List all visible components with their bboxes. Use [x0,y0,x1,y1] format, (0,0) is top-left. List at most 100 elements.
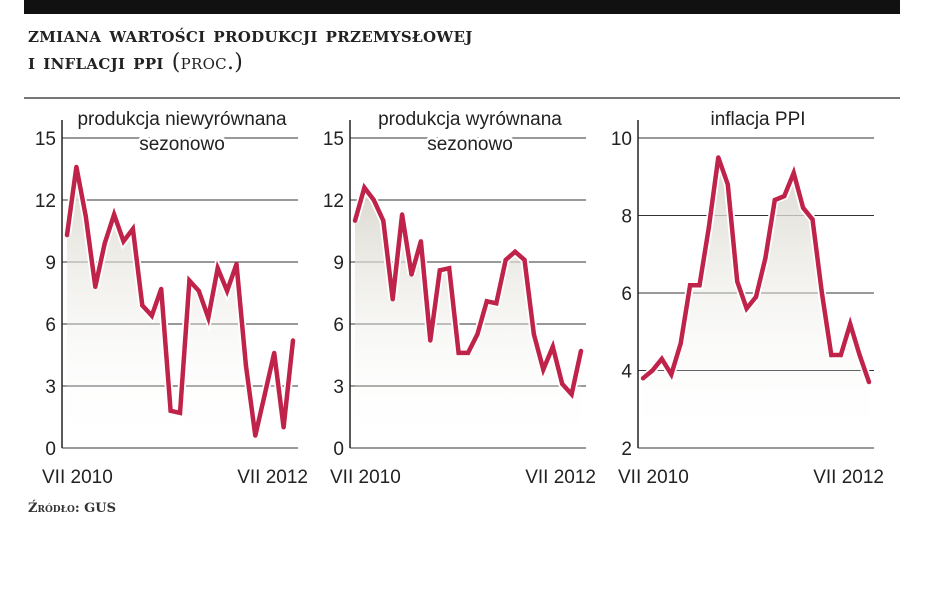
top-bar [24,0,900,14]
data-point [475,332,480,337]
data-point [560,381,565,387]
data-point [725,182,730,187]
y-tick-label: 0 [333,439,344,460]
data-point [848,321,853,327]
data-point [800,205,806,210]
data-point [159,286,164,292]
data-point [531,332,537,337]
data-point [484,299,489,304]
data-point [763,255,768,261]
data-point [503,257,508,263]
y-tick-label: 0 [45,439,56,460]
chart-panel-production-unadjusted: 0 3 6 9 12 15 produkcja niewyrównana sezonowo VI… [35,106,308,488]
data-point [130,226,136,232]
data-point [697,283,702,288]
data-point [437,268,442,273]
data-point [168,408,173,413]
x-tick-label: VII 2010 [42,467,113,488]
title-rule [24,97,900,99]
data-point [206,315,211,320]
data-point [678,341,683,346]
chart-panel-production-adjusted: 0 3 6 9 12 15 produkcja wyrównana sezonowo VII 2… [323,106,596,488]
data-point [550,344,555,349]
source-note: Źródło: GUS [28,501,116,516]
data-point [290,338,296,343]
data-point [772,197,777,203]
y-tick-label: 12 [323,191,344,212]
y-tick-label: 6 [333,315,344,336]
data-point [196,288,201,294]
data-point [83,214,88,219]
y-tick-label: 15 [35,129,56,150]
data-point [224,288,230,294]
x-tick-label: VII 2012 [813,467,884,488]
data-point [569,392,574,397]
y-tick-label: 9 [333,253,344,274]
data-point [149,313,154,318]
data-point [177,410,183,416]
data-point [522,257,527,263]
title-unit: (proc.) [171,50,244,75]
data-point [428,338,433,343]
x-tick-label: VII 2010 [618,467,689,488]
data-point [735,279,740,284]
data-point [253,433,258,438]
data-point [418,239,424,244]
data-point [578,348,584,354]
data-point [838,352,843,358]
data-point [243,363,249,368]
data-point [465,350,471,356]
data-point [659,356,664,362]
data-point [234,261,239,267]
data-point [390,297,395,302]
title-line-1: Zmiana wartości produkcji przemysłowej [28,22,473,48]
x-tick-label: VII 2010 [330,467,401,488]
data-point [857,352,862,358]
y-tick-label: 4 [621,362,632,383]
data-point [753,294,759,300]
panel-title-line: sezonowo [139,134,225,155]
y-tick-label: 9 [45,253,56,274]
data-point [541,367,546,372]
data-point [187,278,192,283]
data-point [409,272,414,277]
chart-panel-ppi-inflation: 2 4 6 8 10 inflacja PPI VII 2010 VII 2012 [611,106,884,488]
x-tick-label: VII 2012 [237,467,308,488]
y-tick-label: 2 [621,439,632,460]
data-point [215,266,220,271]
data-point [140,303,145,308]
panel-title-line: produkcja niewyrównana [77,109,287,130]
title-line-2-text: i inflacji PPI [28,49,164,75]
data-point [399,212,405,217]
data-point [716,155,721,160]
page-title: Zmiana wartości produkcji przemysłowej i… [28,22,473,76]
data-point [744,306,749,311]
title-line-2: i inflacji PPI (proc.) [28,49,473,76]
data-point [74,164,79,170]
data-point [810,217,815,222]
y-tick-label: 8 [621,207,632,228]
data-point [281,425,286,430]
data-point [829,352,834,358]
data-point [111,212,117,217]
data-point [362,185,367,190]
data-point [381,218,386,223]
x-tick-label: VII 2012 [525,467,596,488]
data-point [456,350,461,356]
series-area-fill [67,166,293,448]
data-point [272,350,277,356]
data-point [352,218,358,223]
data-point [512,249,518,254]
y-tick-label: 12 [35,191,56,212]
data-point [687,283,693,288]
y-tick-label: 6 [621,284,632,305]
data-point [64,232,70,238]
y-tick-label: 15 [323,129,344,150]
panel-title-line: inflacja PPI [710,109,805,130]
data-point [640,376,646,381]
y-tick-label: 3 [45,377,56,398]
data-point [447,266,452,271]
data-point [791,170,796,176]
data-point [866,379,872,385]
y-tick-label: 3 [333,377,344,398]
